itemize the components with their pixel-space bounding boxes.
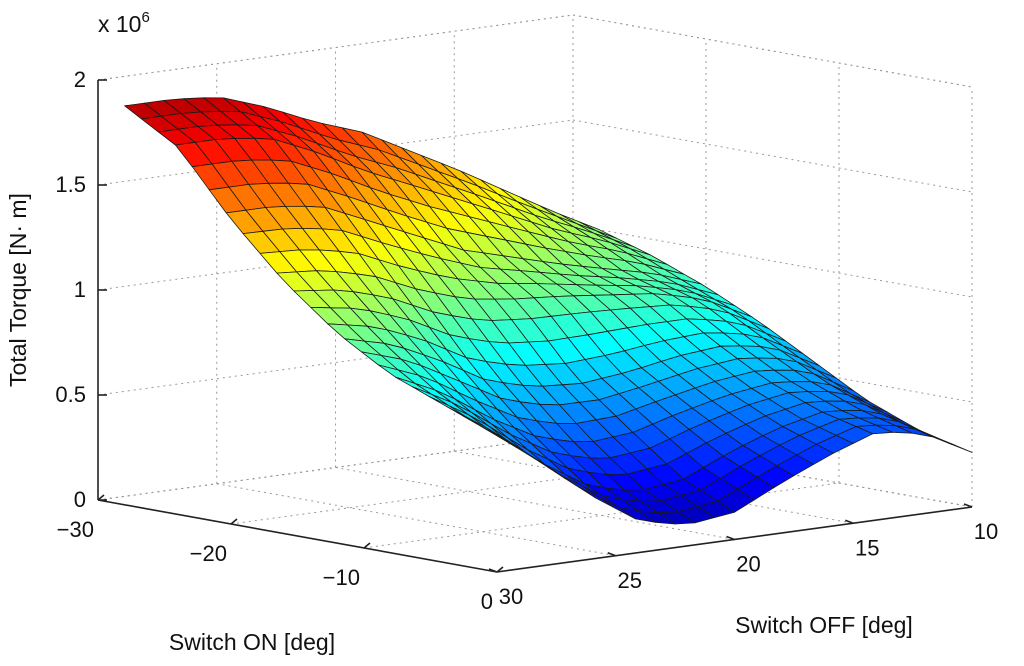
z-tick-label: 1.5 — [55, 172, 86, 197]
x-gridline-floor — [97, 434, 574, 501]
x-tick-mark — [97, 494, 105, 501]
x-tick-label: −30 — [57, 517, 94, 542]
y-gridline-floor — [216, 483, 616, 557]
y-axis-title: Switch OFF [deg] — [735, 612, 913, 638]
y-tick-mark — [844, 519, 854, 524]
z-gridline-right — [572, 119, 973, 193]
z-axis-title: Total Torque [N· m] — [5, 193, 31, 387]
y-gridline-floor — [454, 450, 854, 524]
surface-patch — [934, 436, 973, 453]
x-tick-mark — [496, 566, 504, 573]
y-tick-label: 15 — [855, 535, 879, 560]
x-tick-mark — [230, 518, 238, 525]
x-gridline-floor — [363, 482, 840, 549]
x-tick-label: −10 — [323, 565, 360, 590]
z-exponent-label: x 106 — [98, 9, 150, 37]
z-tick-label: 0.5 — [55, 382, 86, 407]
z-tick-label: 2 — [74, 67, 86, 92]
z-gridline-left — [97, 329, 574, 396]
surface-mesh — [124, 97, 973, 525]
y-tick-label: 25 — [618, 568, 642, 593]
y-tick-mark — [726, 535, 735, 541]
y-tick-label: 20 — [736, 552, 760, 577]
y-tick-mark — [488, 568, 498, 573]
x-gridline-floor — [230, 458, 707, 525]
x-axis-title: Switch ON [deg] — [169, 629, 335, 655]
y-gridline-floor — [335, 467, 735, 540]
y-tick-label: 30 — [499, 584, 523, 609]
z-gridline-left — [97, 14, 574, 81]
z-gridline-left — [97, 119, 574, 186]
z-tick-label: 0 — [74, 487, 86, 512]
x-tick-label: 0 — [481, 589, 493, 614]
x-tick-mark — [363, 542, 371, 549]
axes-layer — [97, 79, 973, 573]
x-tick-label: −20 — [190, 541, 227, 566]
z-gridline-right — [572, 14, 973, 88]
y-tick-label: 10 — [974, 519, 998, 544]
y-tick-mark — [607, 552, 617, 557]
z-tick-label: 1 — [74, 277, 86, 302]
z-gridline-left — [97, 224, 574, 291]
z-gridline-right — [572, 224, 973, 298]
x-axis-line — [97, 499, 498, 573]
y-tick-mark — [963, 503, 973, 508]
